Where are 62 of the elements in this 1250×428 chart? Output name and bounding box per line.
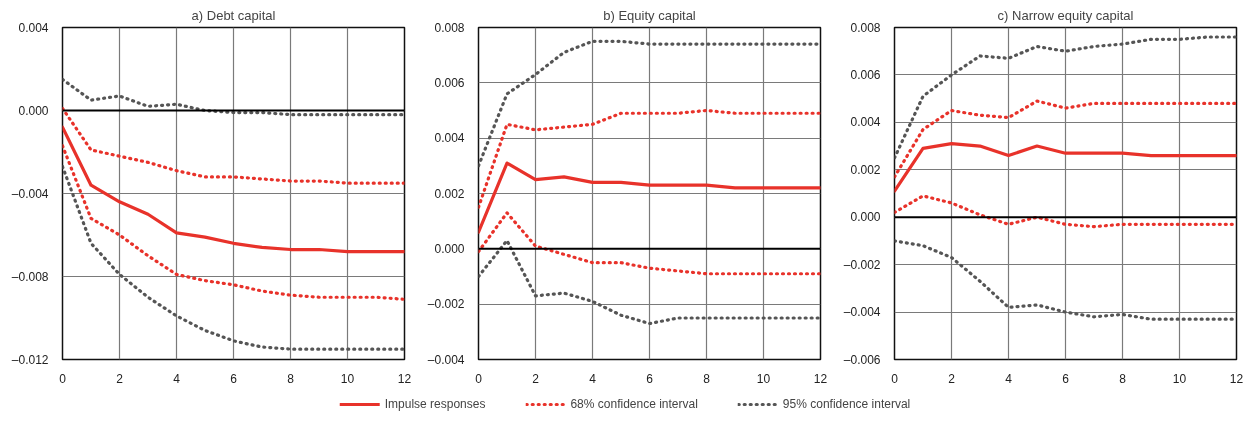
- x-tick-label: 6: [1062, 371, 1070, 386]
- y-tick-label: 0.004: [18, 20, 49, 35]
- legend-label: 68% confidence interval: [570, 397, 698, 411]
- line-series: [478, 211, 821, 276]
- line-series: [478, 238, 821, 326]
- y-tick-label: 0.002: [850, 162, 881, 177]
- x-tick-label: 8: [287, 371, 295, 386]
- y-tick-label: –0.008: [11, 269, 49, 284]
- y-tick-label: 0.008: [850, 20, 881, 35]
- line-series: [62, 106, 405, 185]
- legend-label: 95% confidence interval: [782, 397, 911, 411]
- line-series: [62, 144, 405, 301]
- y-tick-label: 0.004: [850, 115, 881, 130]
- y-tick-label: 0.002: [434, 186, 465, 201]
- y-tick-label: 0.004: [434, 131, 465, 146]
- x-tick-label: 2: [116, 371, 124, 386]
- y-tick-label: –0.006: [843, 352, 881, 367]
- chart-title: c) Narrow equity capital: [997, 7, 1134, 23]
- line-series: [894, 142, 1237, 193]
- x-tick-label: 12: [813, 371, 828, 386]
- x-tick-label: 4: [1005, 371, 1013, 386]
- line-series: [62, 77, 405, 117]
- line-series: [894, 35, 1237, 160]
- y-tick-label: 0.000: [434, 241, 465, 256]
- y-tick-label: –0.004: [11, 186, 49, 201]
- x-tick-label: 6: [646, 371, 654, 386]
- x-tick-label: 4: [173, 371, 181, 386]
- y-tick-label: –0.002: [843, 257, 881, 272]
- x-tick-label: 6: [230, 371, 238, 386]
- y-tick-label: 0.006: [850, 67, 881, 82]
- line-series: [62, 125, 405, 254]
- line-series: [62, 164, 405, 351]
- y-tick-label: 0.000: [850, 210, 881, 225]
- legend-label: Impulse responses: [384, 397, 486, 411]
- x-tick-label: 2: [532, 371, 540, 386]
- x-tick-label: 10: [340, 371, 355, 386]
- line-series: [478, 108, 821, 209]
- y-tick-label: –0.002: [427, 297, 465, 312]
- line-series: [478, 161, 821, 234]
- chart-title: a) Debt capital: [191, 7, 276, 23]
- line-series: [894, 239, 1237, 321]
- y-tick-label: 0.008: [434, 20, 465, 35]
- x-tick-label: 0: [59, 371, 67, 386]
- y-tick-label: –0.012: [11, 352, 49, 367]
- chart-title: b) Equity capital: [603, 7, 696, 23]
- x-tick-label: 8: [1119, 371, 1127, 386]
- x-tick-label: 12: [397, 371, 412, 386]
- y-tick-label: 0.006: [434, 75, 465, 90]
- x-tick-label: 12: [1229, 371, 1244, 386]
- line-series: [894, 99, 1237, 179]
- x-tick-label: 0: [475, 371, 483, 386]
- y-tick-label: –0.004: [843, 305, 881, 320]
- line-series: [478, 39, 821, 168]
- y-tick-label: 0.000: [18, 103, 49, 118]
- x-tick-label: 10: [1172, 371, 1187, 386]
- x-tick-label: 8: [703, 371, 711, 386]
- x-tick-label: 4: [589, 371, 597, 386]
- y-tick-label: –0.004: [427, 352, 465, 367]
- x-tick-label: 0: [891, 371, 899, 386]
- x-tick-label: 2: [948, 371, 956, 386]
- line-series: [894, 194, 1237, 229]
- x-tick-label: 10: [756, 371, 771, 386]
